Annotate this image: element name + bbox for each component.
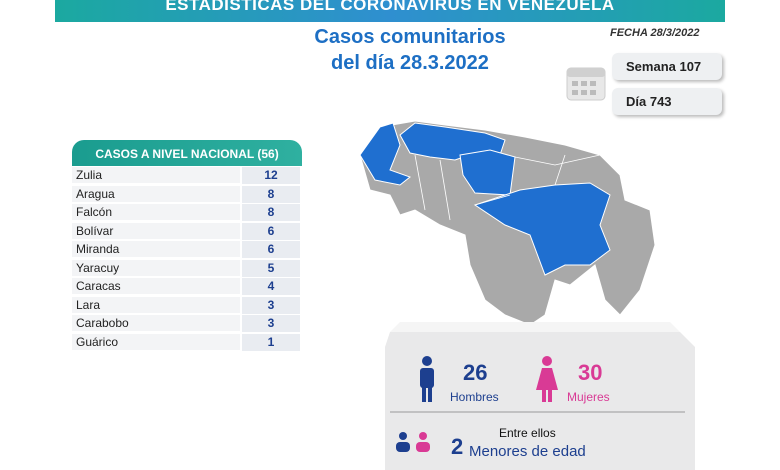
- table-row: Miranda 6: [72, 241, 302, 259]
- women-label: Mujeres: [567, 390, 610, 404]
- case-count: 1: [242, 333, 300, 352]
- case-count: 6: [242, 222, 300, 241]
- summary-panel: [385, 322, 695, 470]
- table-total: (56): [257, 147, 279, 161]
- state-name: Aragua: [72, 185, 240, 203]
- state-name: Zulia: [72, 167, 240, 184]
- state-name: Yaracuy: [72, 259, 240, 277]
- banner-title: ESTADÍSTICAS DEL CORONAVIRUS EN VENEZUEL…: [165, 0, 615, 14]
- case-count: 3: [242, 296, 300, 315]
- men-label: Hombres: [450, 390, 499, 404]
- subtitle: del día 28.3.2022: [331, 52, 489, 74]
- case-count: 6: [242, 241, 300, 259]
- table-row: Aragua 8: [72, 185, 302, 204]
- table-row: Guárico 1: [72, 333, 302, 352]
- case-count: 8: [242, 185, 300, 204]
- state-name: Carabobo: [72, 315, 240, 332]
- minors-count: 2: [451, 434, 464, 459]
- map: [359, 120, 656, 326]
- state-name: Miranda: [72, 241, 240, 258]
- minors-intro: Entre ellos: [499, 426, 556, 440]
- case-count: 12: [242, 167, 300, 185]
- state-name: Bolívar: [72, 222, 240, 240]
- table-row: Bolívar 6: [72, 222, 302, 241]
- table-title: CASOS A NIVEL NACIONAL: [95, 147, 254, 161]
- state-name: Caracas: [72, 278, 240, 295]
- table-row: Yaracuy 5: [72, 259, 302, 278]
- calendar-icon: [566, 67, 606, 101]
- case-count: 8: [242, 204, 300, 222]
- case-count: 5: [242, 259, 300, 278]
- table-row: Lara 3: [72, 296, 302, 315]
- table-header: CASOS A NIVEL NACIONAL (56): [72, 140, 302, 166]
- date: FECHA 28/3/2022: [610, 27, 700, 39]
- table-row: Carabobo 3: [72, 315, 302, 333]
- state-name: Lara: [72, 296, 240, 314]
- minors-label: Menores de edad: [469, 443, 586, 460]
- week-box: Semana 107: [612, 53, 722, 80]
- day-box: Día 743: [612, 88, 722, 115]
- state-name: Guárico: [72, 333, 240, 351]
- state-name: Falcón: [72, 204, 240, 221]
- case-count: 4: [242, 278, 300, 296]
- case-count: 3: [242, 315, 300, 333]
- men-count: 26: [463, 360, 488, 385]
- women-count: 30: [578, 360, 603, 385]
- banner: ESTADÍSTICAS DEL CORONAVIRUS EN VENEZUEL…: [55, 0, 725, 22]
- table-row: Falcón 8: [72, 204, 302, 222]
- title: Casos comunitarios: [314, 26, 506, 48]
- week: Semana 107: [626, 59, 702, 74]
- table-row: Caracas 4: [72, 278, 302, 296]
- infographic: ESTADÍSTICAS DEL CORONAVIRUS EN VENEZUEL…: [55, 0, 725, 470]
- table-row: Zulia 12: [72, 167, 302, 185]
- day: Día 743: [626, 94, 672, 109]
